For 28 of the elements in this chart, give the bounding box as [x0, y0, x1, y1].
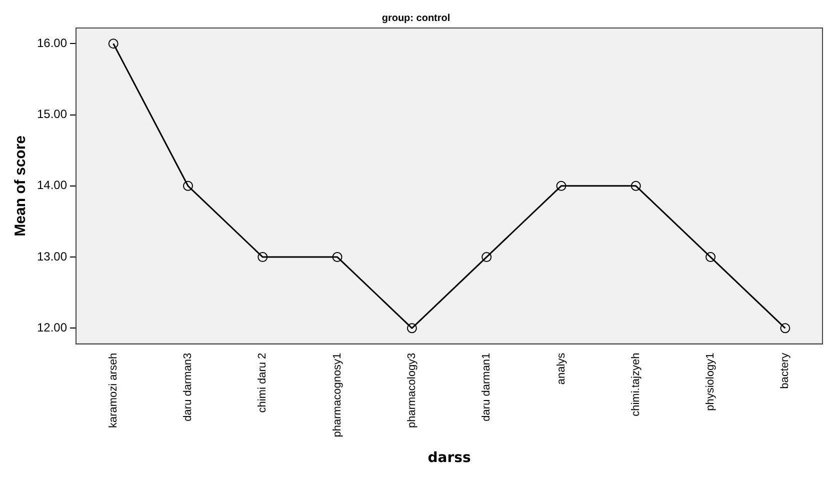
- point: [630, 180, 641, 191]
- point: [556, 180, 566, 191]
- x-axis-title: darss: [428, 450, 471, 466]
- point: [780, 323, 790, 334]
- x-tick-label: chimi.tajzyeh: [630, 352, 642, 416]
- point: [258, 252, 268, 262]
- x-tick-label: chimi daru 2: [256, 352, 269, 413]
- point: [406, 323, 417, 334]
- x-tick-label: daru darman1: [480, 352, 493, 422]
- chart-title: group: control: [382, 12, 450, 24]
- point: [706, 252, 716, 262]
- y-tick-label: 14.00: [37, 178, 68, 192]
- point: [482, 252, 492, 262]
- x-tick-label: karamozi arseh: [107, 352, 120, 428]
- point: [108, 38, 118, 49]
- y-axis-title: Mean of score: [12, 135, 30, 236]
- y-tick-label: 16.00: [37, 36, 68, 50]
- y-tick-label: 15.00: [37, 107, 68, 122]
- x-tick-label: pharmacognosy1: [331, 352, 344, 438]
- x-tick-label: physiology1: [704, 352, 717, 411]
- y-tick-label: 12.00: [37, 320, 68, 334]
- x-tick-label: pharmacology3: [406, 352, 418, 428]
- point: [332, 252, 342, 262]
- point: [183, 180, 193, 191]
- y-tick-label: 13.00: [37, 249, 68, 264]
- x-tick-label: analys: [555, 352, 568, 385]
- x-tick-label: bactery: [779, 352, 792, 389]
- x-tick-label: daru darman3: [182, 352, 194, 422]
